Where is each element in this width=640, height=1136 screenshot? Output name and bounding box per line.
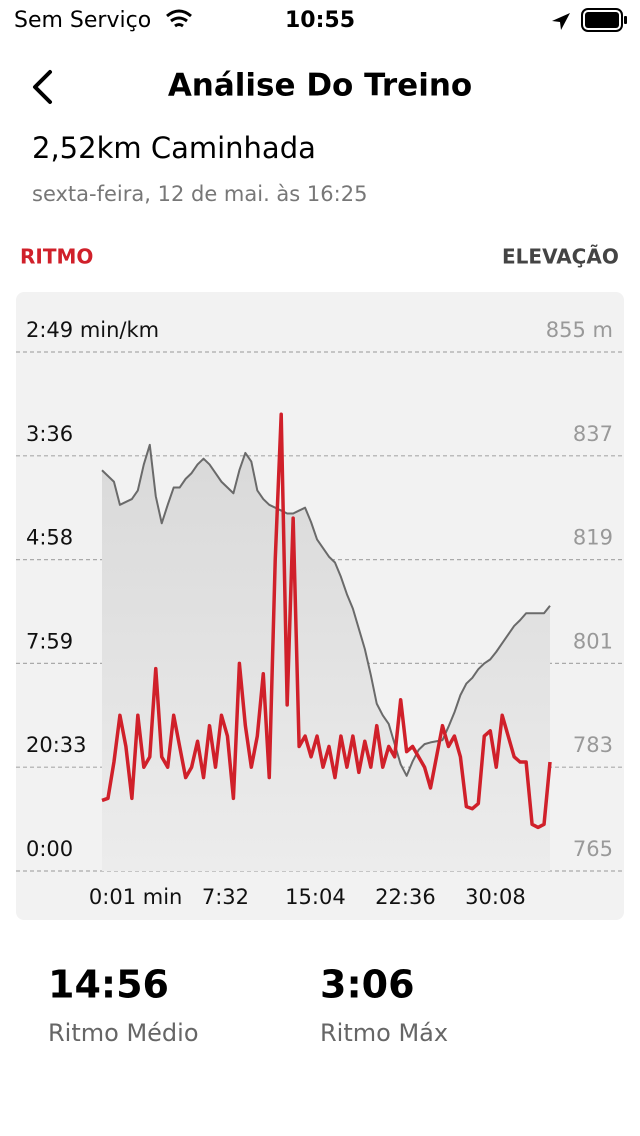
y-tick-label: 2:49 min/km [26,318,159,342]
x-tick-label: 15:04 [285,885,346,909]
workout-title: 2,52km Caminhada [32,131,316,165]
stat-label: Ritmo Máx [320,1019,448,1047]
wifi-icon [166,9,192,28]
pace-line [101,412,552,830]
tab-elevation[interactable]: ELEVAÇÃO [502,245,619,269]
stat-value: 3:06 [320,963,415,1007]
x-tick-label: 30:08 [465,885,526,909]
chart: 2:49 min/km 3:36 4:58 7:59 20:33 0:00 855 m 837… [16,318,624,909]
y2-tick-label: 855 m [546,318,613,342]
back-button[interactable] [33,70,52,104]
battery-level [585,12,619,28]
y2-tick-label: 783 [573,733,613,757]
stat-value: 14:56 [48,963,169,1007]
x-tick-label: 22:36 [375,885,436,909]
y2-tick-label: 819 [573,526,613,550]
location-icon [552,13,570,30]
y-tick-label: 20:33 [26,733,87,757]
carrier: Sem Serviço [14,8,151,33]
workout-date: sexta-feira, 12 de mai. às 16:25 [32,182,367,206]
screen-title: Análise Do Treino [168,68,472,104]
y2-tick-label: 801 [573,629,613,653]
x-tick-label: 7:32 [202,885,249,909]
y2-tick-label: 765 [573,837,613,861]
elevation-line [101,443,551,777]
y-tick-label: 7:59 [26,629,73,653]
y-tick-label: 3:36 [26,422,73,446]
clock: 10:55 [285,8,355,33]
y-tick-label: 4:58 [26,526,73,550]
y2-tick-label: 837 [573,422,613,446]
x-tick-label: 0:01 min [89,885,182,909]
y-tick-label: 0:00 [26,837,73,861]
battery-tip [624,16,627,24]
tab-pace[interactable]: RITMO [20,245,93,269]
stat-label: Ritmo Médio [48,1019,199,1047]
battery-icon [581,8,623,32]
